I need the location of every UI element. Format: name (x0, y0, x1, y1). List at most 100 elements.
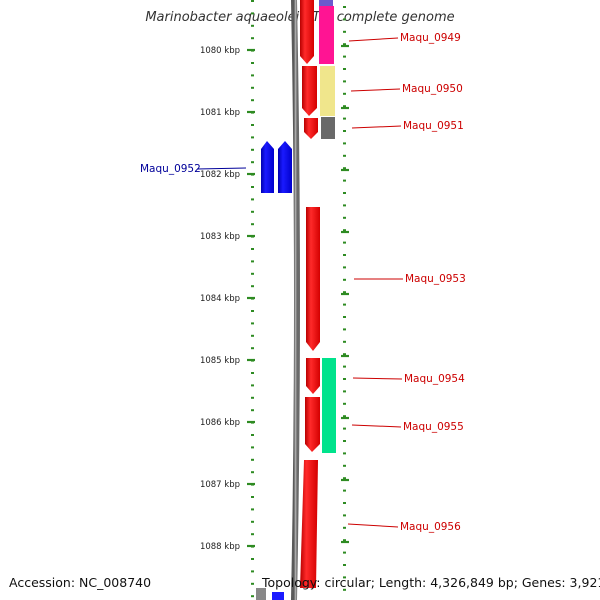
ruler-dot (251, 347, 254, 350)
gene-partial-top-category (319, 0, 333, 6)
ruler-dot (251, 223, 254, 226)
ruler-dot (251, 595, 254, 598)
ruler-dot (343, 402, 346, 405)
ruler-dot (343, 427, 346, 430)
ruler-dot (343, 303, 346, 306)
ruler-dot (251, 310, 254, 312)
ruler-tick-label: 1080 kbp (200, 46, 240, 56)
ruler-tick-label: 1084 kbp (200, 294, 240, 304)
gene-label-maqu-0953[interactable]: Maqu_0953 (405, 273, 466, 285)
gene-label-maqu-0950[interactable]: Maqu_0950 (402, 83, 463, 95)
ruler-dot (251, 74, 254, 77)
ruler-dot (343, 489, 346, 492)
gene-partial-top-forward (300, 0, 314, 6)
ruler-dot (251, 471, 254, 474)
ruler-dot (343, 340, 346, 343)
ruler-dot (343, 105, 346, 108)
ruler-dot (251, 124, 254, 126)
ruler-tick-label: 1087 kbp (200, 480, 240, 490)
ruler-dot (343, 30, 346, 33)
gene-arrow-maqu-0951 (304, 118, 318, 139)
leader-line-maqu-0956 (347, 523, 399, 528)
ruler-dot (343, 117, 346, 120)
gene-arrow-maqu-0954 (306, 358, 320, 394)
ruler-dot (251, 372, 254, 374)
ruler-tick-label: 1083 kbp (200, 232, 240, 242)
ruler-tick-label: 1082 kbp (200, 170, 240, 180)
ruler-dot (343, 588, 346, 591)
leader-line-maqu-0950 (350, 88, 401, 92)
leader-line-maqu-0951 (351, 125, 402, 129)
kbp-ruler: 1080 kbp 1081 kbp 1082 kbp 1083 kbp 1084 kbp… (200, 44, 349, 552)
ruler-dot (343, 192, 346, 194)
ruler-dot (343, 241, 346, 244)
gene-arrow-maqu-0949 (300, 6, 314, 64)
ruler-dot (343, 564, 346, 566)
ruler-dot (343, 80, 346, 83)
category-box-maqu-0949 (319, 6, 334, 64)
ruler-dot (251, 508, 254, 511)
ruler-dot (343, 551, 346, 554)
ruler-dot (251, 272, 254, 275)
gene-label-maqu-0949[interactable]: Maqu_0949 (400, 32, 461, 44)
ruler-dot (343, 576, 346, 579)
topology-text: Topology: circular; Length: 4,326,849 bp… (262, 575, 600, 590)
gene-arrow-maqu-0955 (305, 397, 320, 452)
ruler-dot (343, 6, 346, 8)
ruler-dot (251, 186, 254, 188)
gene-partial-bottom-grey (256, 588, 266, 600)
ruler-dot (343, 365, 346, 368)
category-box-maqu-0950 (320, 66, 335, 116)
ruler-dot (343, 415, 346, 418)
ruler-dot (343, 278, 346, 281)
ruler-tick-label: 1085 kbp (200, 356, 240, 366)
gene-label-maqu-0952[interactable]: Maqu_0952 (140, 163, 201, 175)
gene-label-maqu-0951[interactable]: Maqu_0951 (403, 120, 464, 132)
leader-line-maqu-0955 (351, 424, 402, 428)
category-track (319, 6, 336, 453)
ruler-dot (343, 464, 346, 467)
ruler-dot (343, 514, 346, 517)
ruler-dot (251, 198, 254, 201)
gene-label-maqu-0954[interactable]: Maqu_0954 (404, 373, 465, 385)
ruler-dot (251, 520, 254, 523)
gene-label-maqu-0956[interactable]: Maqu_0956 (400, 521, 461, 533)
ruler-dot (343, 353, 346, 356)
ruler-dot (343, 229, 346, 232)
ruler-dot (343, 142, 346, 145)
gene-label-maqu-0955[interactable]: Maqu_0955 (403, 421, 464, 433)
ruler-dot (251, 434, 254, 436)
ruler-dot (251, 285, 254, 288)
map-title: Marinobacter aquaeolei VT8, complete gen… (145, 10, 455, 25)
category-box-maqu-0951 (321, 117, 335, 139)
ruler-dot (251, 37, 254, 40)
ruler-dot (251, 458, 254, 461)
ruler-dot (251, 0, 254, 2)
ruler-dot (343, 130, 346, 132)
ruler-dot (251, 533, 254, 536)
ruler-dot (251, 24, 254, 27)
gene-arrow-maqu-0953 (306, 207, 320, 351)
gene-arrow-maqu-0950 (302, 66, 317, 116)
ruler-dot (343, 68, 346, 70)
ruler-dot (343, 291, 346, 294)
ruler-dot (251, 248, 254, 250)
ruler-dot (343, 216, 346, 219)
accession-text: Accession: NC_008740 (9, 575, 152, 590)
leader-line-maqu-0952 (196, 167, 247, 170)
ruler-dot (343, 539, 346, 542)
ruler-dot (343, 266, 346, 269)
gene-arrow-maqu-0952a (261, 141, 274, 193)
ruler-dot (343, 328, 346, 331)
ruler-dot (343, 502, 346, 504)
ruler-dot (343, 452, 346, 455)
ruler-dot (251, 86, 254, 89)
ruler-dot (251, 582, 254, 585)
leader-line-maqu-0954 (352, 377, 403, 380)
ruler-dot (251, 496, 254, 498)
ruler-dot (251, 396, 254, 399)
gene-arrow-maqu-0956 (300, 460, 318, 588)
ruler-tick-label: 1086 kbp (200, 418, 240, 428)
ruler-dot (251, 322, 254, 325)
gene-partial-bottom-blue (272, 592, 284, 600)
